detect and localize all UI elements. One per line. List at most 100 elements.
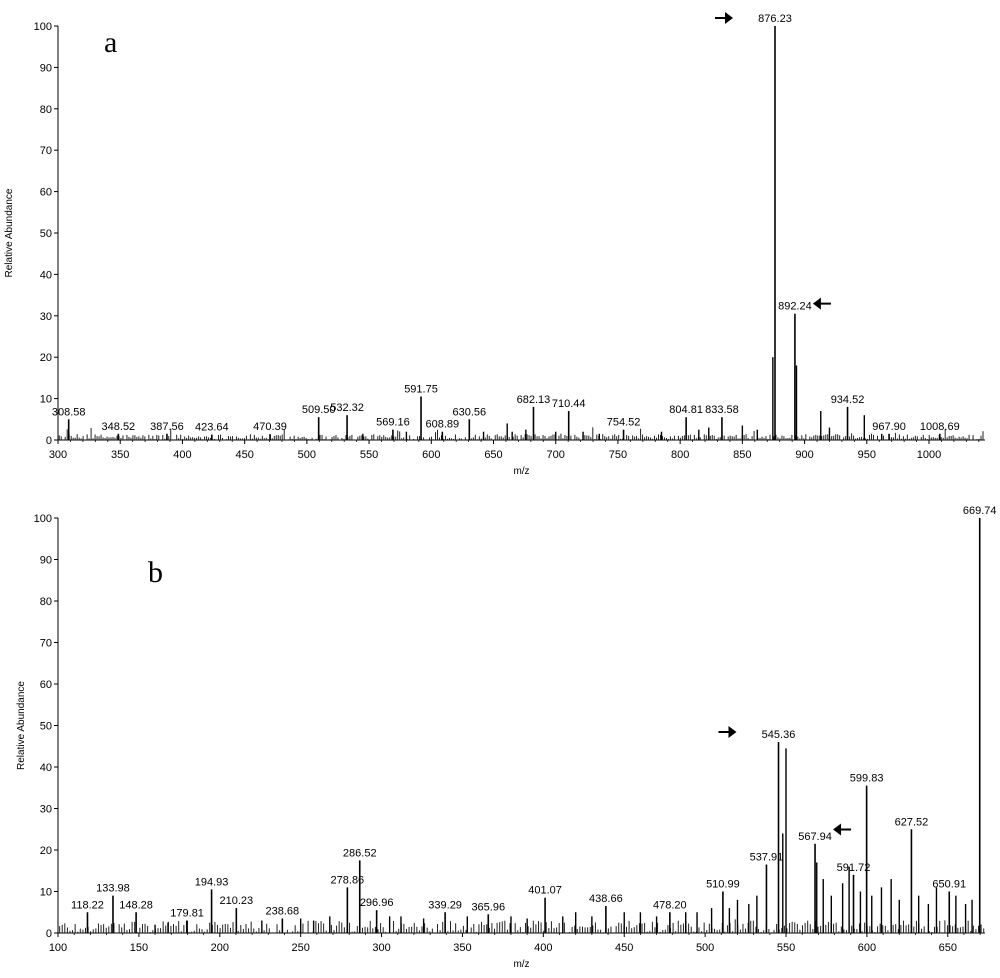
annotation-arrow — [718, 726, 737, 739]
peak-label: 627.52 — [895, 816, 929, 828]
y-tick-label: 50 — [40, 228, 52, 240]
peak-label: 510.99 — [706, 879, 740, 891]
peak-label: 179.81 — [170, 908, 204, 920]
peak-label: 1008.69 — [920, 421, 960, 433]
x-axis-label: m/z — [513, 466, 529, 477]
x-tick-label: 1000 — [917, 449, 941, 461]
peak-label: 296.96 — [360, 897, 394, 909]
peak-label: 423.64 — [195, 422, 229, 434]
y-tick-label: 80 — [40, 596, 52, 608]
y-tick-label: 100 — [34, 513, 52, 525]
y-tick-label: 60 — [40, 187, 52, 199]
x-tick-label: 650 — [939, 942, 957, 954]
panel-letter: a — [104, 26, 117, 59]
peak-label: 339.29 — [428, 899, 462, 911]
x-tick-label: 350 — [111, 449, 129, 461]
spectrum-panel-b: 0 10 20 30 40 50 60 70 80 90 100 100 150 200 250 300 350… — [0, 490, 1000, 978]
peak-label: 608.89 — [426, 419, 460, 431]
y-tick-label: 70 — [40, 638, 52, 650]
y-tick-label: 90 — [40, 62, 52, 74]
y-tick-label: 20 — [40, 352, 52, 364]
peak-label: 591.75 — [404, 384, 438, 396]
peak-label: 278.86 — [331, 874, 365, 886]
x-tick-label: 400 — [173, 449, 191, 461]
x-tick-label: 100 — [49, 942, 67, 954]
x-axis-label: m/z — [513, 959, 529, 970]
peak-label: 892.24 — [778, 301, 812, 313]
peak-label: 682.13 — [517, 394, 551, 406]
y-tick-label: 0 — [46, 928, 52, 940]
peak-label: 286.52 — [343, 847, 377, 859]
peak-label: 348.52 — [102, 421, 136, 433]
peak-label: 710.44 — [552, 398, 586, 410]
y-tick-label: 60 — [40, 679, 52, 691]
peak-label: 148.28 — [119, 899, 153, 911]
peak-label: 532.32 — [330, 402, 364, 414]
x-tick-label: 750 — [609, 449, 627, 461]
peak-label: 754.52 — [607, 417, 641, 429]
arrow-head — [812, 297, 821, 310]
peak-label: 509.50 — [302, 404, 336, 416]
peak-label: 804.81 — [669, 404, 703, 416]
peak-label: 308.58 — [52, 406, 86, 418]
peak-label: 545.36 — [762, 729, 796, 741]
x-tick-label: 300 — [372, 942, 390, 954]
y-tick-label: 30 — [40, 311, 52, 323]
y-tick-label: 40 — [40, 762, 52, 774]
x-tick-label: 700 — [547, 449, 565, 461]
x-tick-label: 150 — [130, 942, 148, 954]
y-axis-label: Relative Abundance — [16, 681, 27, 770]
peak-label: 967.90 — [872, 421, 906, 433]
x-tick-label: 600 — [858, 942, 876, 954]
y-tick-label: 30 — [40, 804, 52, 816]
arrow-head — [725, 12, 734, 24]
peak-label: 567.94 — [798, 831, 832, 843]
x-tick-label: 450 — [615, 942, 633, 954]
y-tick-label: 20 — [40, 845, 52, 857]
x-tick-label: 200 — [211, 942, 229, 954]
x-tick-label: 450 — [235, 449, 253, 461]
peak-label: 537.91 — [750, 852, 784, 864]
x-tick-label: 850 — [733, 449, 751, 461]
peak-label: 438.66 — [589, 893, 623, 905]
peak-label: 669.74 — [963, 505, 997, 517]
x-tick-label: 650 — [484, 449, 502, 461]
x-tick-label: 950 — [858, 449, 876, 461]
peak-label: 365.96 — [471, 901, 505, 913]
peak-label: 876.23 — [758, 13, 792, 25]
spectrum-chart-b: 0 10 20 30 40 50 60 70 80 90 100 100 150 200 250 300 350… — [16, 505, 997, 970]
spectrum-panel-a: 0 10 20 30 40 50 60 70 80 90 100 300 350 400 450 500 550… — [0, 0, 1000, 485]
spectrum-chart-a: 0 10 20 30 40 50 60 70 80 90 100 300 350 400 450 500 550… — [4, 12, 985, 477]
peak-label: 478.20 — [653, 899, 687, 911]
peak-label: 591.72 — [837, 862, 871, 874]
x-tick-label: 500 — [696, 942, 714, 954]
peak-label: 630.56 — [452, 406, 486, 418]
peak-label: 569.16 — [376, 417, 410, 429]
arrow-head — [728, 726, 737, 739]
y-tick-label: 70 — [40, 145, 52, 157]
peak-label: 133.98 — [96, 883, 130, 895]
peak-label: 401.07 — [528, 885, 562, 897]
y-tick-label: 10 — [40, 394, 52, 406]
panel-letter: b — [148, 556, 163, 589]
peak-label: 387.56 — [150, 421, 184, 433]
y-tick-label: 50 — [40, 721, 52, 733]
annotation-arrow — [833, 823, 852, 836]
noise-peaks — [58, 427, 984, 440]
peak-label: 238.68 — [266, 905, 300, 917]
peak-label: 599.83 — [850, 773, 884, 785]
annotation-arrow — [812, 297, 831, 310]
y-tick-label: 40 — [40, 269, 52, 281]
peak-label: 210.23 — [220, 895, 254, 907]
x-tick-label: 550 — [360, 449, 378, 461]
x-tick-label: 550 — [777, 942, 795, 954]
x-tick-label: 800 — [671, 449, 689, 461]
x-tick-label: 400 — [534, 942, 552, 954]
peak-label: 470.39 — [253, 421, 287, 433]
y-tick-label: 80 — [40, 104, 52, 116]
arrow-head — [833, 823, 842, 836]
peak-label: 118.22 — [71, 899, 104, 911]
y-axis-label: Relative Abundance — [4, 188, 15, 277]
x-tick-label: 250 — [291, 942, 309, 954]
noise-peaks — [59, 919, 985, 933]
